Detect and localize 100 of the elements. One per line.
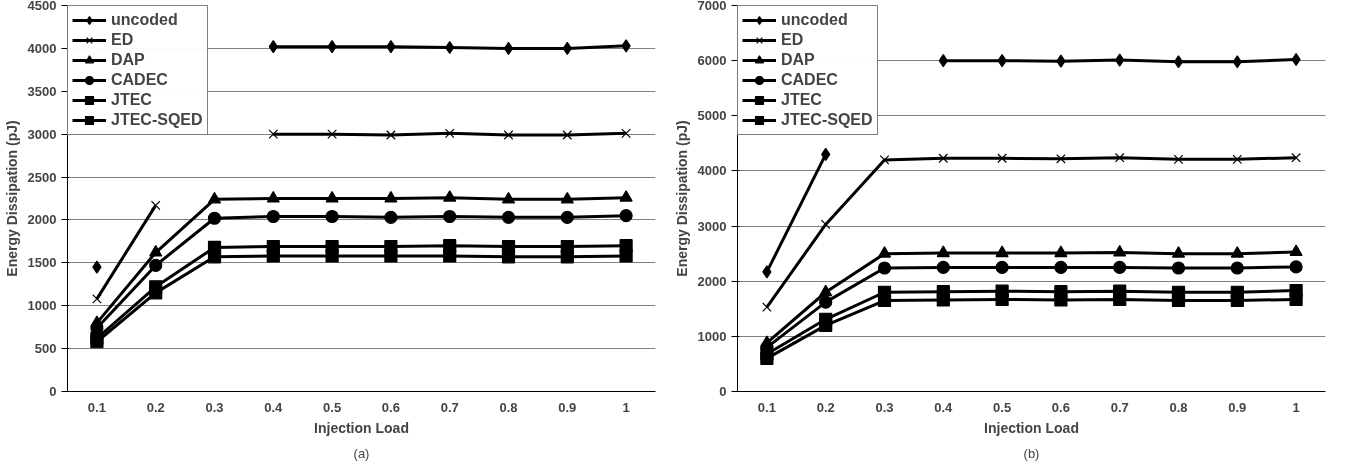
- point: [325, 249, 339, 263]
- point: [621, 39, 631, 53]
- point: [1230, 293, 1244, 308]
- x-tick-label: 1: [1292, 399, 1300, 415]
- legend-label: uncoded: [781, 11, 848, 29]
- point: [501, 191, 516, 204]
- legend-label: JTEC: [111, 91, 152, 109]
- point: [1054, 245, 1068, 258]
- point: [386, 130, 396, 140]
- point: [90, 335, 104, 349]
- legend-label: DAP: [781, 51, 815, 69]
- y-tick-label: 4000: [697, 163, 727, 179]
- legend-label: DAP: [111, 51, 145, 69]
- point: [149, 286, 163, 300]
- point: [443, 209, 457, 224]
- point: [325, 190, 339, 203]
- y-axis-title: Energy Dissipation (pJ): [3, 120, 20, 277]
- point: [1056, 54, 1066, 68]
- point: [1232, 55, 1242, 69]
- y-tick-label: 1000: [697, 328, 727, 344]
- y-tick-label: 3000: [697, 218, 727, 234]
- text: (b): [1023, 445, 1040, 461]
- point: [443, 190, 457, 202]
- point: [1289, 260, 1303, 274]
- y-tick-label: 0: [719, 384, 727, 399]
- x-tick-label: 0.1: [87, 399, 106, 415]
- point: [1054, 293, 1068, 307]
- x-axis-title: Injection Load: [984, 419, 1079, 436]
- y-tick-label: 500: [34, 341, 57, 357]
- point: [938, 153, 949, 164]
- point: [560, 250, 574, 264]
- point: [386, 40, 396, 54]
- point: [560, 191, 574, 204]
- point: [327, 40, 337, 54]
- x-axis-title: Injection Load: [314, 419, 409, 436]
- y-tick-label: 2500: [27, 169, 57, 185]
- point: [444, 128, 455, 139]
- x-tick-label: 0.6: [381, 399, 400, 415]
- point: [503, 41, 514, 55]
- point: [327, 129, 337, 140]
- point: [268, 40, 278, 54]
- point: [266, 190, 280, 203]
- x-tick-label: 0.5: [323, 399, 342, 415]
- x-tick-label: 0.6: [1051, 399, 1070, 415]
- point: [1230, 246, 1244, 258]
- x-tick-label: 0.8: [1169, 399, 1188, 415]
- legend-label: JTEC-SQED: [111, 111, 203, 129]
- y-tick-label: 1500: [27, 255, 57, 271]
- point: [1289, 292, 1303, 307]
- legend-label: CADEC: [781, 71, 838, 89]
- point: [819, 318, 833, 332]
- point: [207, 250, 222, 264]
- point: [1232, 154, 1243, 165]
- point: [995, 245, 1009, 258]
- y-tick-label: 2000: [697, 273, 727, 289]
- point: [995, 260, 1009, 275]
- point: [266, 249, 280, 263]
- point: [819, 284, 833, 297]
- y-tick-label: 4500: [27, 0, 57, 13]
- x-tick-label: 0.7: [1110, 399, 1129, 415]
- point: [384, 210, 398, 224]
- point: [762, 265, 772, 279]
- legend-label: JTEC: [781, 91, 822, 109]
- x-tick-label: 0.4: [934, 399, 954, 415]
- point: [1115, 53, 1125, 67]
- y-tick-label: 3500: [27, 83, 57, 99]
- point: [384, 249, 398, 263]
- x-tick-label: 0.3: [875, 399, 894, 415]
- point: [92, 294, 102, 304]
- point: [501, 250, 516, 264]
- point: [266, 209, 280, 224]
- y-tick-label: 6000: [697, 53, 727, 69]
- point: [1056, 153, 1066, 164]
- x-tick-label: 0.2: [816, 399, 835, 415]
- point: [501, 210, 516, 224]
- point: [619, 190, 633, 202]
- x-tick-label: 0.1: [757, 399, 776, 415]
- point: [1113, 292, 1127, 307]
- legend-label: ED: [781, 31, 804, 49]
- legend-label: ED: [111, 31, 134, 49]
- point: [207, 191, 222, 204]
- point: [1289, 244, 1303, 257]
- legend-label: JTEC-SQED: [781, 111, 873, 129]
- point: [562, 130, 573, 140]
- text: (a): [353, 445, 370, 461]
- point: [877, 261, 892, 275]
- point: [268, 129, 279, 140]
- x-tick-label: 0.8: [499, 399, 518, 415]
- y-tick-label: 2000: [27, 212, 57, 228]
- x-tick-label: 0.4: [264, 399, 284, 415]
- x-tick-label: 0.2: [146, 399, 165, 415]
- point: [997, 54, 1007, 68]
- point: [1171, 246, 1186, 258]
- point: [149, 258, 163, 272]
- legend-label: CADEC: [111, 71, 168, 89]
- point: [877, 293, 892, 308]
- point: [995, 292, 1009, 307]
- point: [1171, 293, 1186, 308]
- point: [936, 245, 950, 258]
- point: [819, 295, 833, 309]
